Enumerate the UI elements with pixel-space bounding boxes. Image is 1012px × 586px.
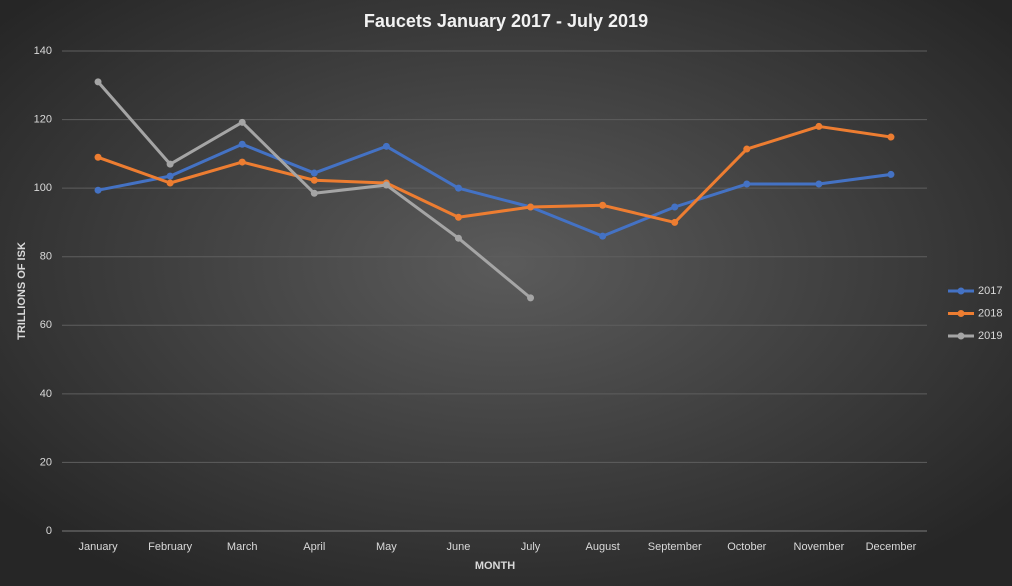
x-tick-label: November (794, 541, 845, 553)
data-point (310, 169, 318, 177)
y-axis-label: TRILLIONS OF ISK (16, 242, 28, 340)
y-tick-label: 120 (34, 113, 52, 125)
legend-marker (957, 310, 965, 317)
x-axis-label: MONTH (475, 560, 515, 572)
legend-label: 2018 (978, 307, 1002, 319)
x-tick-label: July (521, 541, 541, 553)
y-tick-label: 40 (40, 388, 52, 400)
data-point (238, 118, 246, 126)
x-tick-label: February (148, 541, 193, 553)
data-point (166, 179, 174, 187)
data-point (599, 201, 607, 209)
x-tick-label: January (78, 541, 118, 553)
x-tick-label: September (648, 541, 702, 553)
data-point (527, 203, 535, 211)
legend-marker (957, 287, 965, 295)
series-line (97, 142, 892, 238)
x-tick-label: May (376, 541, 397, 553)
y-tick-label: 140 (34, 45, 52, 57)
data-point (382, 142, 390, 150)
data-point (382, 181, 390, 189)
data-point (94, 186, 102, 194)
data-point (454, 184, 462, 192)
data-point (166, 160, 174, 168)
y-tick-label: 0 (46, 525, 52, 537)
legend-label: 2017 (978, 285, 1002, 297)
data-point (94, 78, 102, 86)
y-tick-label: 60 (40, 319, 52, 331)
data-point (310, 189, 318, 197)
x-tick-label: October (727, 541, 766, 553)
data-point (310, 176, 318, 184)
legend-marker (957, 332, 965, 340)
x-tick-label: March (227, 541, 258, 553)
data-point (743, 145, 751, 153)
data-point (454, 213, 462, 221)
x-tick-label: August (586, 541, 620, 553)
series-line (97, 124, 892, 224)
data-point (887, 170, 895, 178)
data-point (166, 172, 174, 180)
x-tick-label: June (447, 541, 471, 553)
data-point (887, 133, 895, 141)
data-point (238, 158, 246, 166)
data-point (527, 294, 535, 302)
legend-label: 2019 (978, 330, 1002, 342)
x-tick-label: April (303, 541, 325, 553)
data-point (454, 234, 462, 242)
y-tick-label: 100 (34, 182, 52, 194)
data-point (671, 203, 679, 211)
y-tick-label: 20 (40, 456, 52, 468)
data-point (238, 140, 246, 148)
data-point (815, 122, 823, 130)
data-point (671, 218, 679, 226)
data-point (815, 180, 823, 188)
chart-title: Faucets January 2017 - July 2019 (364, 11, 648, 31)
data-point (743, 180, 751, 188)
y-tick-label: 80 (40, 251, 52, 263)
data-point (94, 153, 102, 161)
data-point (599, 232, 607, 240)
x-tick-label: December (866, 541, 917, 553)
